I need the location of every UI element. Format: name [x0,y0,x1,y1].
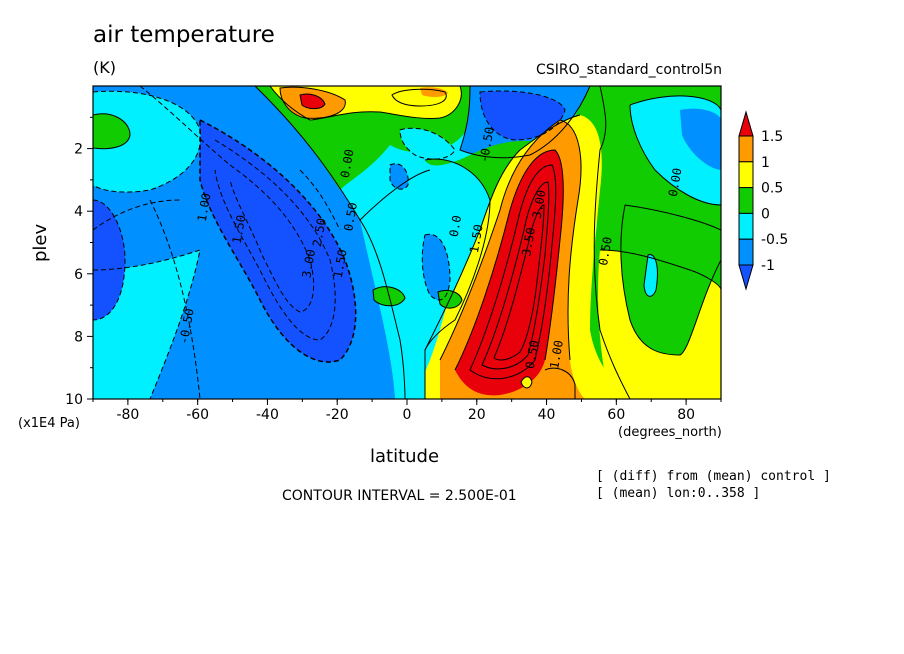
y-tick-label: 10 [65,392,83,408]
region-red-core [455,150,564,396]
colorbar-swatch [738,238,754,266]
region-north-top-deepblue [480,90,565,140]
x-axis-units: (degrees_north) [618,425,722,440]
region-bottom-yellow-notch [521,376,532,388]
contour-interval-text: CONTOUR INTERVAL = 2.500E-01 [282,488,517,504]
contour-label: 3.00 [299,248,318,279]
y-axis-label: plev [30,223,51,262]
x-tick-label: -20 [326,407,349,423]
x-tick-label: 20 [468,407,486,423]
x-axis: -80 -60 -40 -20 0 20 40 60 80 [92,399,722,423]
x-tick-label: 80 [677,407,695,423]
contour-label: 0.50 [341,201,360,232]
contour-label: 1.50 [467,223,486,254]
contour-label: 1.50 [230,214,249,245]
contour-label: 0.50 [596,236,615,267]
note-mean: [ (mean) lon:0..358 ] [596,486,761,501]
colorbar-bottom-arrow [738,264,754,291]
contour-field [93,86,721,399]
y-axis-units: (x1E4 Pa) [18,416,80,431]
x-tick-label: 0 [403,407,412,423]
contour-label: 1.00 [195,192,214,223]
colorbar-top-arrow [738,110,754,137]
chart-units: (K) [93,58,116,77]
region-southpole-deepblue [93,200,125,320]
contour-label: 0.00 [666,167,685,198]
colorbar-label: 1 [761,155,770,171]
colorbar-swatch [738,161,754,189]
contour-label: -0.50 [477,126,497,164]
region-north-cyan-island [644,254,658,297]
contour-label: 1.50 [331,248,350,279]
colorbar: 1.5 1 0.5 0 -0.5 -1 [738,110,788,291]
colorbar-swatch [738,135,754,163]
contour-label: 3.00 [530,189,549,220]
contour-label: -0.50 [177,307,197,345]
region-equator-cyan [360,170,461,399]
region-topleft-cyan [93,91,201,193]
y-tick-label: 4 [74,204,83,220]
colorbar-label: 0.5 [761,181,783,197]
region-top-red [300,94,325,109]
region-south-deepblue [200,120,356,362]
chart-title: air temperature [93,22,275,48]
x-tick-label: -80 [116,407,139,423]
contour-label: 2.50 [310,217,329,248]
contour-lines [93,86,721,399]
colorbar-label: 1.5 [761,129,783,145]
region-north-blue [680,108,721,170]
contour-label: 0.0 [447,214,465,238]
colorbar-swatch [738,212,754,240]
y-tick-label: 6 [74,267,83,283]
y-axis: 2 4 6 8 10 [65,116,93,408]
chart-subtitle: CSIRO_standard_control5n [536,62,722,78]
y-tick-label: 8 [74,329,83,345]
contour-labels: 1.001.50-0.503.002.501.500.500.00 -0.500.… [177,126,685,370]
x-tick-label: -40 [256,407,279,423]
x-axis-label: latitude [370,446,440,467]
region-topleft-green [93,113,130,149]
note-diff: [ (diff) from (mean) control ] [596,469,831,484]
region-bottom-orange [540,368,575,399]
region-north-green-lower [620,205,721,355]
colorbar-swatch [738,187,754,214]
colorbar-label: 0 [761,206,770,222]
region-top-cyan-notch [400,128,455,160]
x-tick-label: 60 [607,407,625,423]
region-equator-blue-b [422,234,450,300]
y-tick-label: 2 [74,142,83,158]
colorbar-label: -0.5 [761,232,788,248]
contour-label: 1.00 [547,339,566,370]
x-tick-label: 40 [538,407,556,423]
contour-label: 3.50 [519,226,538,257]
colorbar-label: -1 [761,258,775,274]
x-tick-label: -60 [186,407,209,423]
contour-label: 0.50 [523,339,542,370]
contour-label: 0.00 [338,148,357,179]
